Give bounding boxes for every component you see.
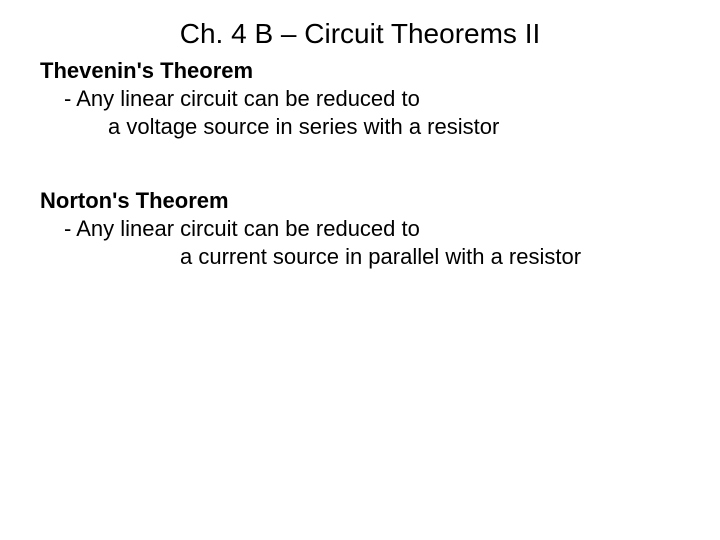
norton-line1: - Any linear circuit can be reduced to [64, 216, 680, 242]
thevenin-line1: - Any linear circuit can be reduced to [64, 86, 680, 112]
thevenin-line2: a voltage source in series with a resist… [108, 114, 680, 140]
slide-title: Ch. 4 B – Circuit Theorems II [100, 18, 620, 50]
norton-heading: Norton's Theorem [40, 188, 680, 214]
thevenin-heading: Thevenin's Theorem [40, 58, 680, 84]
slide-container: Ch. 4 B – Circuit Theorems II Thevenin's… [0, 0, 720, 288]
norton-line2: a current source in parallel with a resi… [180, 244, 680, 270]
